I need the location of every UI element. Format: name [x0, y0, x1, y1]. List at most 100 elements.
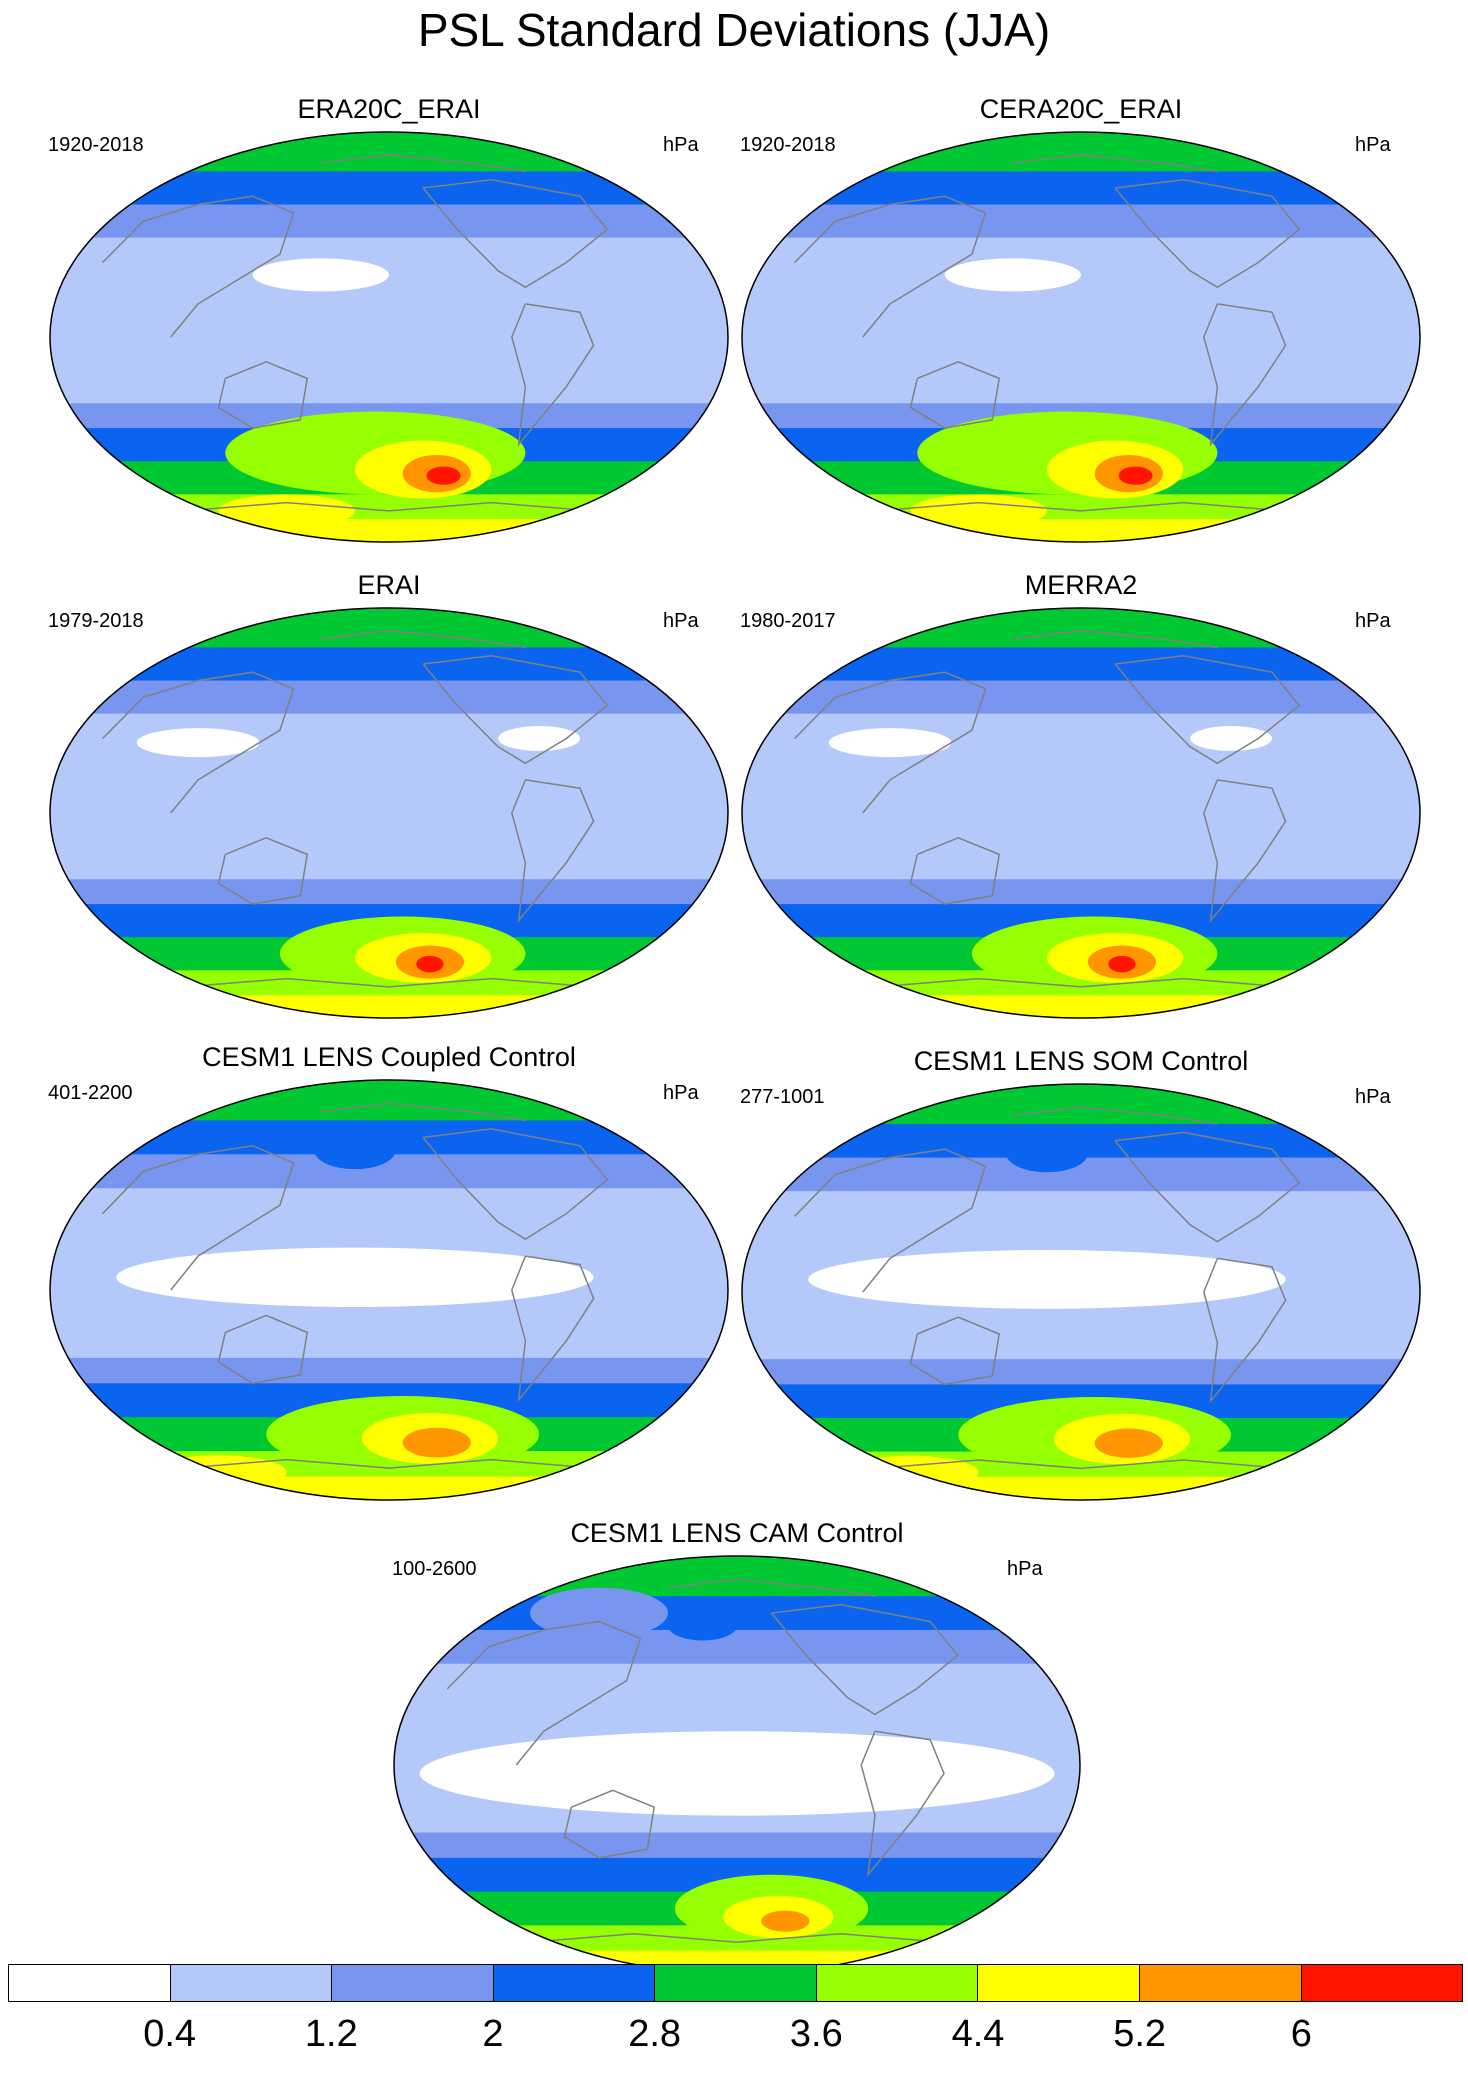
- panel-period: 1920-2018: [48, 134, 144, 156]
- contour-band: [742, 647, 1420, 682]
- coastline: [1203, 779, 1287, 924]
- colorbar-label: 3.6: [789, 2013, 843, 2055]
- panel-units: hPa: [663, 134, 699, 156]
- contour-region: [1108, 955, 1136, 973]
- colorbar-label: 6: [1290, 2013, 1312, 2055]
- coastline: [102, 195, 295, 338]
- contour-region: [426, 466, 461, 485]
- coastline: [1012, 1106, 1218, 1125]
- colorbar-swatch: [816, 1965, 979, 2001]
- coastline: [102, 1145, 295, 1291]
- contour-band: [742, 519, 1420, 542]
- contour-region: [1094, 1428, 1163, 1458]
- colorbar-swatch: [9, 1965, 171, 2001]
- contour-band: [50, 995, 728, 1018]
- coastline: [909, 360, 1001, 429]
- panel-title: CESM1 LENS SOM Control: [913, 1046, 1249, 1076]
- map-projection: [740, 1082, 1422, 1502]
- coastline: [102, 671, 295, 814]
- contour-region: [136, 728, 260, 758]
- map-border: [49, 131, 729, 543]
- coastline: [422, 1128, 609, 1240]
- coastline: [876, 501, 1286, 512]
- panel-period: 401-2200: [48, 1082, 133, 1104]
- contour-region: [944, 258, 1081, 292]
- colorbar-label: 0.4: [143, 2013, 197, 2055]
- colorbar-swatch: [655, 1965, 817, 2001]
- figure-title: PSL Standard Deviations (JJA): [417, 4, 1051, 56]
- coastline: [320, 1102, 526, 1122]
- panel-units: hPa: [1355, 1086, 1391, 1108]
- panel-period: 1920-2018: [740, 134, 836, 156]
- contour-band: [50, 879, 728, 906]
- map-border: [741, 1083, 1421, 1501]
- contour-band: [742, 132, 1420, 173]
- contour-band: [394, 1629, 1080, 1665]
- contour-band: [50, 1080, 728, 1122]
- map-panel: CERA20C_ERAI 1920-2018 hPa: [740, 94, 1422, 544]
- coastline: [446, 1620, 642, 1766]
- colorbar-label: 1.2: [304, 2013, 358, 2055]
- panel-period: 1979-2018: [48, 610, 144, 632]
- panel-title: ERAI: [357, 570, 421, 600]
- coastline: [1114, 178, 1301, 289]
- contour-band: [50, 608, 728, 649]
- coastline: [563, 1789, 656, 1859]
- contour-band: [394, 1556, 1080, 1598]
- colorbar-swatch: [1301, 1965, 1463, 2001]
- contour-band: [50, 647, 728, 682]
- colorbar-label: 2.8: [628, 2013, 682, 2055]
- map-projection: [392, 1554, 1082, 1976]
- coastline: [1012, 154, 1218, 173]
- panel-units: hPa: [1355, 134, 1391, 156]
- contour-region: [828, 728, 952, 758]
- contour-region: [761, 1910, 810, 1932]
- contour-band: [394, 1832, 1080, 1859]
- contour-region: [498, 726, 580, 751]
- map-projection: [48, 1078, 730, 1502]
- contour-band: [742, 1359, 1420, 1386]
- colorbar-swatch: [332, 1965, 494, 2001]
- coastline: [794, 1148, 987, 1293]
- contour-band: [742, 1084, 1420, 1125]
- map-border: [49, 607, 729, 1019]
- colorbar-label: 5.2: [1113, 2013, 1167, 2055]
- contour-region: [416, 955, 444, 973]
- contour-band: [50, 519, 728, 542]
- contour-region: [808, 1250, 1286, 1309]
- contour-band: [742, 608, 1420, 649]
- coastline: [667, 1578, 876, 1597]
- coastline: [529, 1933, 945, 1943]
- map-projection: [740, 130, 1422, 544]
- panel-title: CESM1 LENS CAM Control: [570, 1518, 904, 1548]
- coastline: [794, 671, 987, 814]
- contour-band: [50, 680, 728, 715]
- contour-band: [50, 237, 728, 405]
- coastline: [511, 779, 595, 924]
- contour-region: [252, 258, 389, 292]
- contour-region: [530, 1587, 668, 1639]
- coastline: [1203, 1257, 1287, 1404]
- map-panel: CESM1 LENS SOM Control 277-1001 hPa: [740, 1046, 1422, 1502]
- contour-band: [50, 1357, 728, 1385]
- contour-region: [313, 1131, 396, 1170]
- coastline: [320, 154, 526, 173]
- coastline: [860, 1730, 945, 1878]
- coastline: [1114, 1131, 1301, 1243]
- contour-region: [218, 494, 355, 528]
- panel-units: hPa: [1355, 610, 1391, 632]
- contour-band: [394, 1596, 1080, 1631]
- coastline: [909, 836, 1001, 905]
- panel-period: 277-1001: [740, 1086, 825, 1108]
- colorbar-swatch: [493, 1965, 656, 2001]
- map-panel: MERRA2 1980-2017 hPa: [740, 570, 1422, 1020]
- coastline: [770, 1603, 959, 1716]
- contour-band: [50, 132, 728, 173]
- contour-band: [742, 995, 1420, 1018]
- colorbar-swatch: [170, 1965, 333, 2001]
- contour-band: [50, 171, 728, 206]
- coastline: [184, 1458, 594, 1469]
- contour-band: [742, 1476, 1420, 1500]
- contour-band: [50, 1476, 728, 1500]
- contour-band: [742, 879, 1420, 906]
